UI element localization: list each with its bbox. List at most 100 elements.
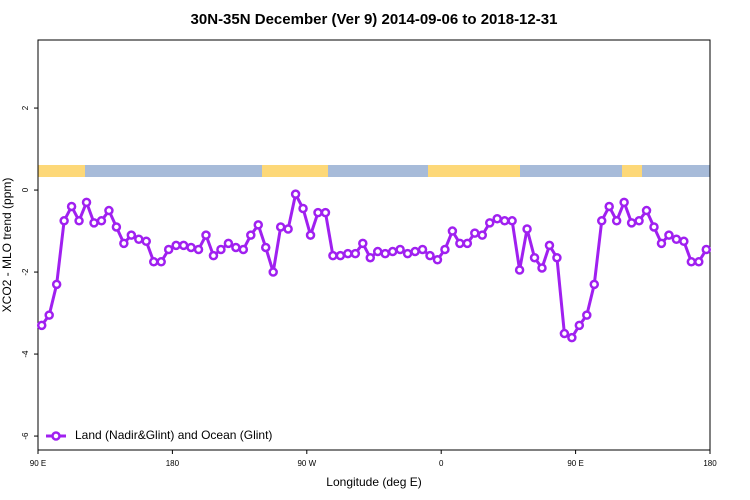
data-point — [641, 205, 652, 216]
data-point — [440, 244, 450, 255]
data-point — [74, 216, 84, 226]
legend-label: Land (Nadir&Glint) and Ocean (Glint) — [75, 428, 272, 442]
data-point — [582, 310, 592, 320]
data-point — [193, 244, 204, 255]
data-point — [223, 238, 234, 249]
data-point — [537, 263, 547, 273]
data-point — [619, 197, 629, 208]
data-point — [208, 250, 219, 261]
data-point — [238, 244, 249, 255]
data-point — [559, 328, 570, 339]
data-point — [81, 197, 92, 208]
data-point — [455, 238, 465, 249]
data-point — [201, 230, 211, 240]
data-point — [104, 205, 114, 216]
data-point — [634, 216, 644, 226]
data-point — [253, 220, 264, 230]
data-point — [410, 246, 420, 257]
data-point — [402, 248, 413, 259]
y-tick-label: -6 — [21, 432, 30, 440]
data-point — [134, 234, 144, 245]
data-point — [522, 224, 532, 234]
data-point — [335, 250, 346, 261]
data-point — [171, 240, 181, 251]
x-tick-label: 90 W — [297, 459, 316, 468]
data-point — [447, 226, 458, 236]
data-point — [574, 320, 585, 331]
data-point — [216, 244, 226, 255]
chart-title: 30N-35N December (Ver 9) 2014-09-06 to 2… — [191, 11, 558, 28]
y-tick-label: -2 — [21, 268, 30, 276]
data-point — [596, 216, 607, 226]
data-point — [44, 310, 54, 320]
ocean-band — [38, 165, 710, 177]
x-tick-label: 180 — [166, 459, 180, 468]
data-point — [425, 250, 435, 261]
data-point — [260, 242, 271, 253]
data-point — [701, 244, 712, 255]
y-axis-label: XCO2 - MLO trend (ppm) — [0, 178, 14, 313]
x-tick-label: 90 E — [567, 459, 583, 468]
land-band — [262, 165, 328, 177]
data-point — [694, 257, 704, 267]
data-point — [343, 248, 353, 259]
data-point — [387, 246, 398, 257]
data-point — [268, 267, 278, 277]
data-point — [328, 250, 338, 261]
data-point — [111, 222, 122, 232]
data-point — [186, 242, 196, 253]
x-tick-label: 180 — [703, 459, 717, 468]
data-point — [178, 240, 189, 251]
y-tick-label: 2 — [21, 105, 30, 110]
land-band — [38, 165, 85, 177]
data-point — [290, 189, 301, 199]
data-point — [320, 207, 331, 218]
data-point — [671, 234, 682, 245]
data-point — [231, 242, 241, 253]
x-tick-label: 0 — [439, 459, 444, 468]
y-tick-label: 0 — [21, 187, 30, 192]
data-point — [432, 255, 443, 265]
data-point — [350, 248, 361, 259]
x-axis-label: Longitude (deg E) — [326, 475, 421, 489]
data-point — [664, 230, 674, 240]
data-point — [246, 230, 256, 240]
land-ocean-band — [38, 165, 710, 177]
data-point — [380, 248, 390, 259]
data-point — [462, 238, 473, 249]
data-point — [141, 236, 152, 247]
data-point — [567, 332, 577, 343]
data-point — [477, 230, 488, 240]
data-point — [298, 203, 308, 214]
data-point — [499, 216, 510, 226]
data-point — [59, 216, 69, 226]
data-point — [626, 218, 637, 228]
data-point — [649, 222, 659, 232]
data-point — [156, 257, 166, 267]
data-point — [604, 201, 614, 212]
data-point — [36, 320, 47, 331]
data-point — [514, 265, 525, 275]
data-point — [686, 257, 697, 267]
data-point — [611, 216, 622, 226]
data-point — [395, 244, 405, 255]
data-point — [492, 214, 502, 224]
data-point — [163, 244, 174, 255]
data-point — [656, 238, 667, 249]
data-point — [552, 252, 562, 263]
data-point — [679, 236, 689, 247]
data-point — [305, 230, 316, 240]
data-point — [96, 216, 107, 226]
data-point — [484, 218, 495, 228]
land-band — [428, 165, 520, 177]
plot-frame — [37, 39, 711, 451]
data-point — [372, 246, 383, 257]
y-tick-label: -4 — [21, 350, 30, 358]
data-point — [507, 216, 517, 226]
data-point — [148, 257, 159, 267]
data-point — [529, 252, 540, 263]
data-point — [275, 222, 286, 232]
data-point — [51, 279, 62, 290]
data-point — [358, 238, 368, 249]
